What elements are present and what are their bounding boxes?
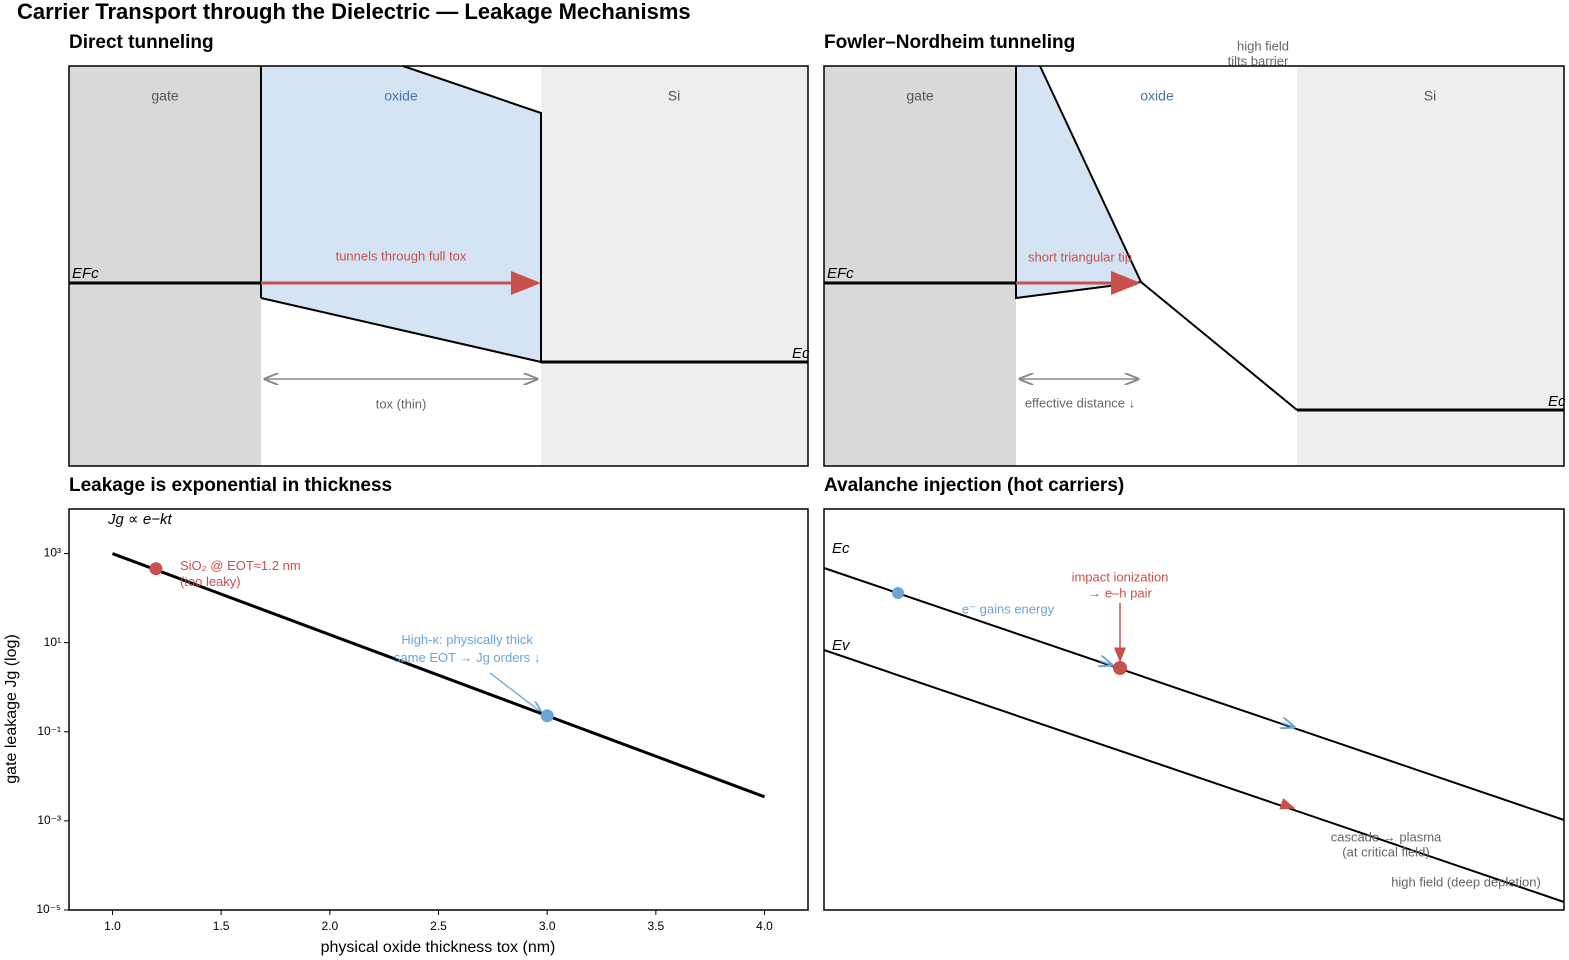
y-tick-label: 10⁻¹ (37, 724, 61, 738)
region-label: oxide (1140, 88, 1174, 104)
panel-avalanche: Avalanche injection (hot carriers) Ec Ev… (823, 475, 1565, 911)
carrier-arrow (1282, 723, 1294, 727)
annotation: high field (deep depletion) (1391, 874, 1541, 889)
region-label: oxide (384, 88, 418, 104)
x-axis-label: physical oxide thickness tox (nm) (321, 939, 556, 956)
annotation: → e–h pair (1088, 585, 1152, 600)
panel-fn: Fowler–Nordheim tunneling gate oxide Si … (823, 32, 1566, 467)
highlight-point (540, 709, 554, 723)
band-label: Ec (792, 345, 810, 362)
y-tick-label: 10⁻³ (37, 813, 61, 827)
annotation: tunnels through full tox (336, 248, 467, 263)
panel-title: Direct tunneling (69, 32, 214, 53)
annotation: tilts barrier (1228, 53, 1289, 68)
ionization-point (1113, 661, 1127, 675)
x-tick-label: 2.5 (430, 919, 447, 933)
band-label: EFc (72, 265, 99, 282)
band-label: Ev (832, 637, 851, 654)
carrier-arrow (1279, 798, 1296, 810)
panel-title: Leakage is exponential in thickness (69, 475, 392, 496)
x-tick-label: 1.5 (213, 919, 230, 933)
point-annotation: same EOT → Jg orders ↓ (394, 650, 540, 665)
band-label: Ec (832, 540, 850, 557)
x-tick-label: 3.5 (648, 919, 665, 933)
y-tick-label: 10⁻⁵ (36, 902, 61, 916)
annotation: short triangular tip (1028, 249, 1132, 264)
annotation: e⁻ gains energy (962, 601, 1055, 616)
annotation-arrow (489, 672, 541, 712)
panel-frame (823, 508, 1565, 911)
formula: Jg ∝ e−kt (107, 511, 172, 528)
x-tick-label: 3.0 (539, 919, 556, 933)
band-edge (260, 65, 542, 364)
band-label: Ec (1548, 393, 1566, 410)
panel-frame (68, 65, 809, 467)
panel-frame (823, 65, 1565, 467)
x-tick-label: 2.0 (321, 919, 338, 933)
valence-band (823, 649, 1565, 903)
oxide-barrier (1016, 66, 1141, 298)
electron (892, 587, 904, 599)
point-annotation: (too leaky) (180, 574, 241, 589)
carrier-arrow (1100, 661, 1112, 665)
conduction-band (823, 567, 1565, 821)
band-edge (1039, 65, 1298, 411)
panel-direct: Direct tunneling gate oxide Si EFc Ec tu… (68, 32, 810, 467)
x-tick-label: 1.0 (104, 919, 121, 933)
gate-region (69, 66, 261, 466)
highlight-point (149, 562, 163, 576)
gate-region (824, 66, 1016, 466)
region-label: Si (1424, 88, 1436, 104)
point-annotation: High-κ: physically thick (401, 632, 533, 647)
x-tick-label: 4.0 (756, 919, 773, 933)
region-label: gate (151, 88, 178, 104)
y-tick-label: 10³ (44, 546, 61, 560)
annotation: high field (1237, 38, 1289, 53)
region-label: gate (906, 88, 933, 104)
annotation: impact ionization (1072, 569, 1169, 584)
panel-title: Avalanche injection (hot carriers) (824, 475, 1124, 496)
annotation: effective distance ↓ (1025, 395, 1135, 410)
band-label: EFc (827, 265, 854, 282)
annotation: cascade → plasma (1331, 829, 1442, 844)
annotation: tox (thin) (376, 396, 427, 411)
oxide-barrier (261, 66, 541, 362)
figure-title: Carrier Transport through the Dielectric… (17, 0, 691, 24)
si-region (541, 66, 808, 466)
si-region (1297, 66, 1564, 466)
y-axis-label: gate leakage Jg (log) (3, 634, 20, 783)
panel-leakage: Leakage is exponential in thickness Jg ∝… (3, 475, 809, 956)
panel-title: Fowler–Nordheim tunneling (824, 32, 1075, 53)
band-edge (1015, 66, 1142, 300)
point-annotation: SiO₂ @ EOT≈1.2 nm (180, 558, 301, 573)
annotation: (at critical field) (1342, 844, 1429, 859)
region-label: Si (668, 88, 680, 104)
leakage-line (111, 552, 766, 799)
y-tick-label: 10¹ (44, 635, 61, 649)
